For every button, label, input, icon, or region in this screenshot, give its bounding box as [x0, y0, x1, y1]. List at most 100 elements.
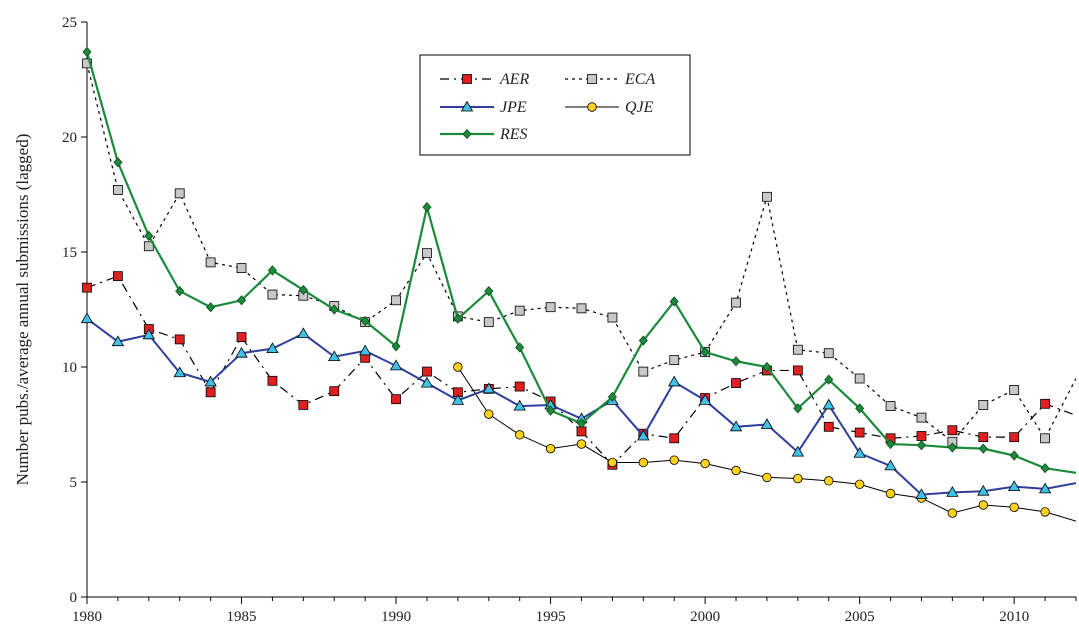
data-point-eca [484, 318, 493, 327]
data-point-aer [392, 395, 401, 404]
data-point-qje [546, 444, 555, 453]
data-point-aer [824, 422, 833, 431]
data-point-eca [639, 367, 648, 376]
y-tick-label: 5 [70, 475, 78, 491]
series-jpe [82, 313, 1077, 498]
data-point-qje [701, 459, 710, 468]
data-point-qje [454, 363, 463, 372]
data-point-eca [206, 258, 215, 267]
data-point-qje [1010, 503, 1019, 512]
data-point-aer [732, 379, 741, 388]
x-tick-label: 2005 [845, 609, 875, 625]
data-point-eca [762, 192, 771, 201]
data-point-jpe [391, 360, 402, 370]
legend-marker-qje [588, 103, 597, 112]
data-point-qje [1041, 508, 1050, 517]
data-point-eca [608, 313, 617, 322]
data-point-eca [175, 189, 184, 198]
legend-label-aer: AER [499, 71, 530, 88]
data-point-aer [515, 382, 524, 391]
y-tick-label: 10 [62, 360, 77, 376]
data-point-jpe [267, 343, 278, 353]
data-point-qje [886, 489, 895, 498]
data-point-res [114, 158, 122, 167]
data-point-aer [1010, 433, 1019, 442]
data-point-aer [670, 434, 679, 443]
data-point-aer [979, 433, 988, 442]
data-point-eca [237, 264, 246, 273]
data-point-eca [670, 356, 679, 365]
data-point-eca [793, 345, 802, 354]
data-point-aer [422, 367, 431, 376]
data-point-eca [855, 374, 864, 383]
data-point-qje [824, 477, 833, 486]
legend: AER ECA JPE QJE RES [420, 55, 690, 155]
legend-label-eca: ECA [624, 71, 655, 88]
data-point-qje [855, 480, 864, 489]
data-point-res [207, 303, 215, 312]
data-point-res [423, 203, 431, 212]
x-tick-label: 2000 [690, 609, 720, 625]
data-point-qje [732, 466, 741, 475]
data-point-eca [113, 185, 122, 194]
data-point-qje [577, 440, 586, 449]
x-tick-label: 1985 [227, 609, 257, 625]
data-point-eca [268, 290, 277, 299]
data-point-eca [1041, 434, 1050, 443]
legend-label-jpe: JPE [500, 99, 527, 116]
data-point-res [1010, 451, 1018, 460]
y-tick-label: 15 [62, 245, 77, 261]
x-tick-label: 1990 [381, 609, 411, 625]
data-point-eca [917, 413, 926, 422]
data-point-aer [793, 366, 802, 375]
data-point-qje [763, 473, 772, 482]
data-point-aer [855, 428, 864, 437]
data-point-res [917, 441, 925, 450]
data-point-aer [917, 432, 926, 441]
data-point-jpe [360, 345, 371, 355]
legend-label-res: RES [499, 126, 528, 143]
data-point-eca [979, 400, 988, 409]
data-point-jpe [823, 399, 834, 409]
data-point-aer [175, 335, 184, 344]
data-point-eca [422, 249, 431, 258]
data-point-jpe [854, 448, 865, 458]
legend-label-qje: QJE [625, 99, 654, 116]
data-point-jpe [82, 313, 93, 323]
data-point-res [1041, 464, 1049, 473]
data-point-aer [237, 333, 246, 342]
y-tick-label: 25 [62, 15, 77, 31]
data-point-qje [484, 410, 493, 419]
data-point-jpe [298, 328, 309, 338]
data-point-qje [670, 456, 679, 465]
data-point-jpe [421, 378, 432, 388]
data-point-qje [948, 509, 957, 518]
data-point-aer [1041, 399, 1050, 408]
data-point-qje [794, 474, 803, 483]
data-point-jpe [1009, 481, 1020, 491]
y-axis-title: Number pubs./average annual submissions … [13, 134, 32, 486]
data-point-eca [515, 306, 524, 315]
x-tick-label: 2010 [999, 609, 1029, 625]
data-point-res [83, 47, 91, 56]
data-point-aer [113, 272, 122, 281]
legend-marker-aer [463, 75, 472, 84]
data-point-aer [268, 376, 277, 385]
data-point-aer [83, 283, 92, 292]
y-tick-label: 20 [62, 130, 77, 146]
y-tick-label: 0 [70, 590, 78, 606]
data-point-eca [886, 402, 895, 411]
data-point-res [732, 357, 740, 366]
data-point-eca [732, 298, 741, 307]
data-point-qje [639, 458, 648, 467]
data-point-jpe [669, 376, 680, 386]
data-point-aer [330, 387, 339, 396]
data-point-qje [979, 501, 988, 510]
data-point-aer [206, 388, 215, 397]
data-point-qje [608, 458, 617, 467]
data-point-aer [948, 426, 957, 435]
data-point-aer [299, 400, 308, 409]
data-point-eca [546, 303, 555, 312]
data-point-eca [1010, 386, 1019, 395]
